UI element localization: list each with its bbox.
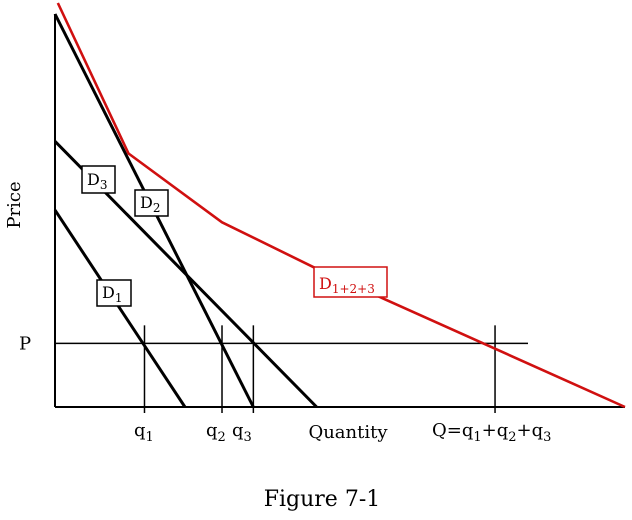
curve-label-d3: D3 (87, 170, 107, 192)
curve-label-d1: D1 (102, 283, 122, 305)
quantity-label-q2: q2 (206, 420, 226, 445)
quantity-label-q1: q1 (134, 420, 154, 445)
quantity-label-q3: q3 (232, 420, 252, 445)
curve-label-d1-2-3: D1+2+3 (319, 274, 375, 296)
quantity-verticals (143, 325, 496, 413)
quantity-label-Q: Q=q1+q2+q3 (432, 420, 551, 445)
curve-d1 (53, 209, 187, 408)
price-level-label: P (19, 333, 31, 354)
quantity-labels: q1 q2 q3 Q=q1+q2+q3 (134, 420, 551, 445)
curve-label-box-d1 (96, 279, 132, 307)
curve-label-d2: D2 (140, 193, 160, 215)
figure-caption: Figure 7-1 (264, 487, 381, 512)
curve-label-box-d3 (81, 165, 116, 194)
curve-d1-2-3 (56, 2, 626, 409)
curve-labels: D1 D2 D3 D1+2+3 (81, 165, 388, 307)
curve-label-box-d2 (134, 189, 169, 217)
x-axis-label: Quantity (308, 422, 388, 443)
y-axis-label: Price (4, 181, 25, 228)
curve-label-box-d1-2-3 (313, 266, 388, 298)
